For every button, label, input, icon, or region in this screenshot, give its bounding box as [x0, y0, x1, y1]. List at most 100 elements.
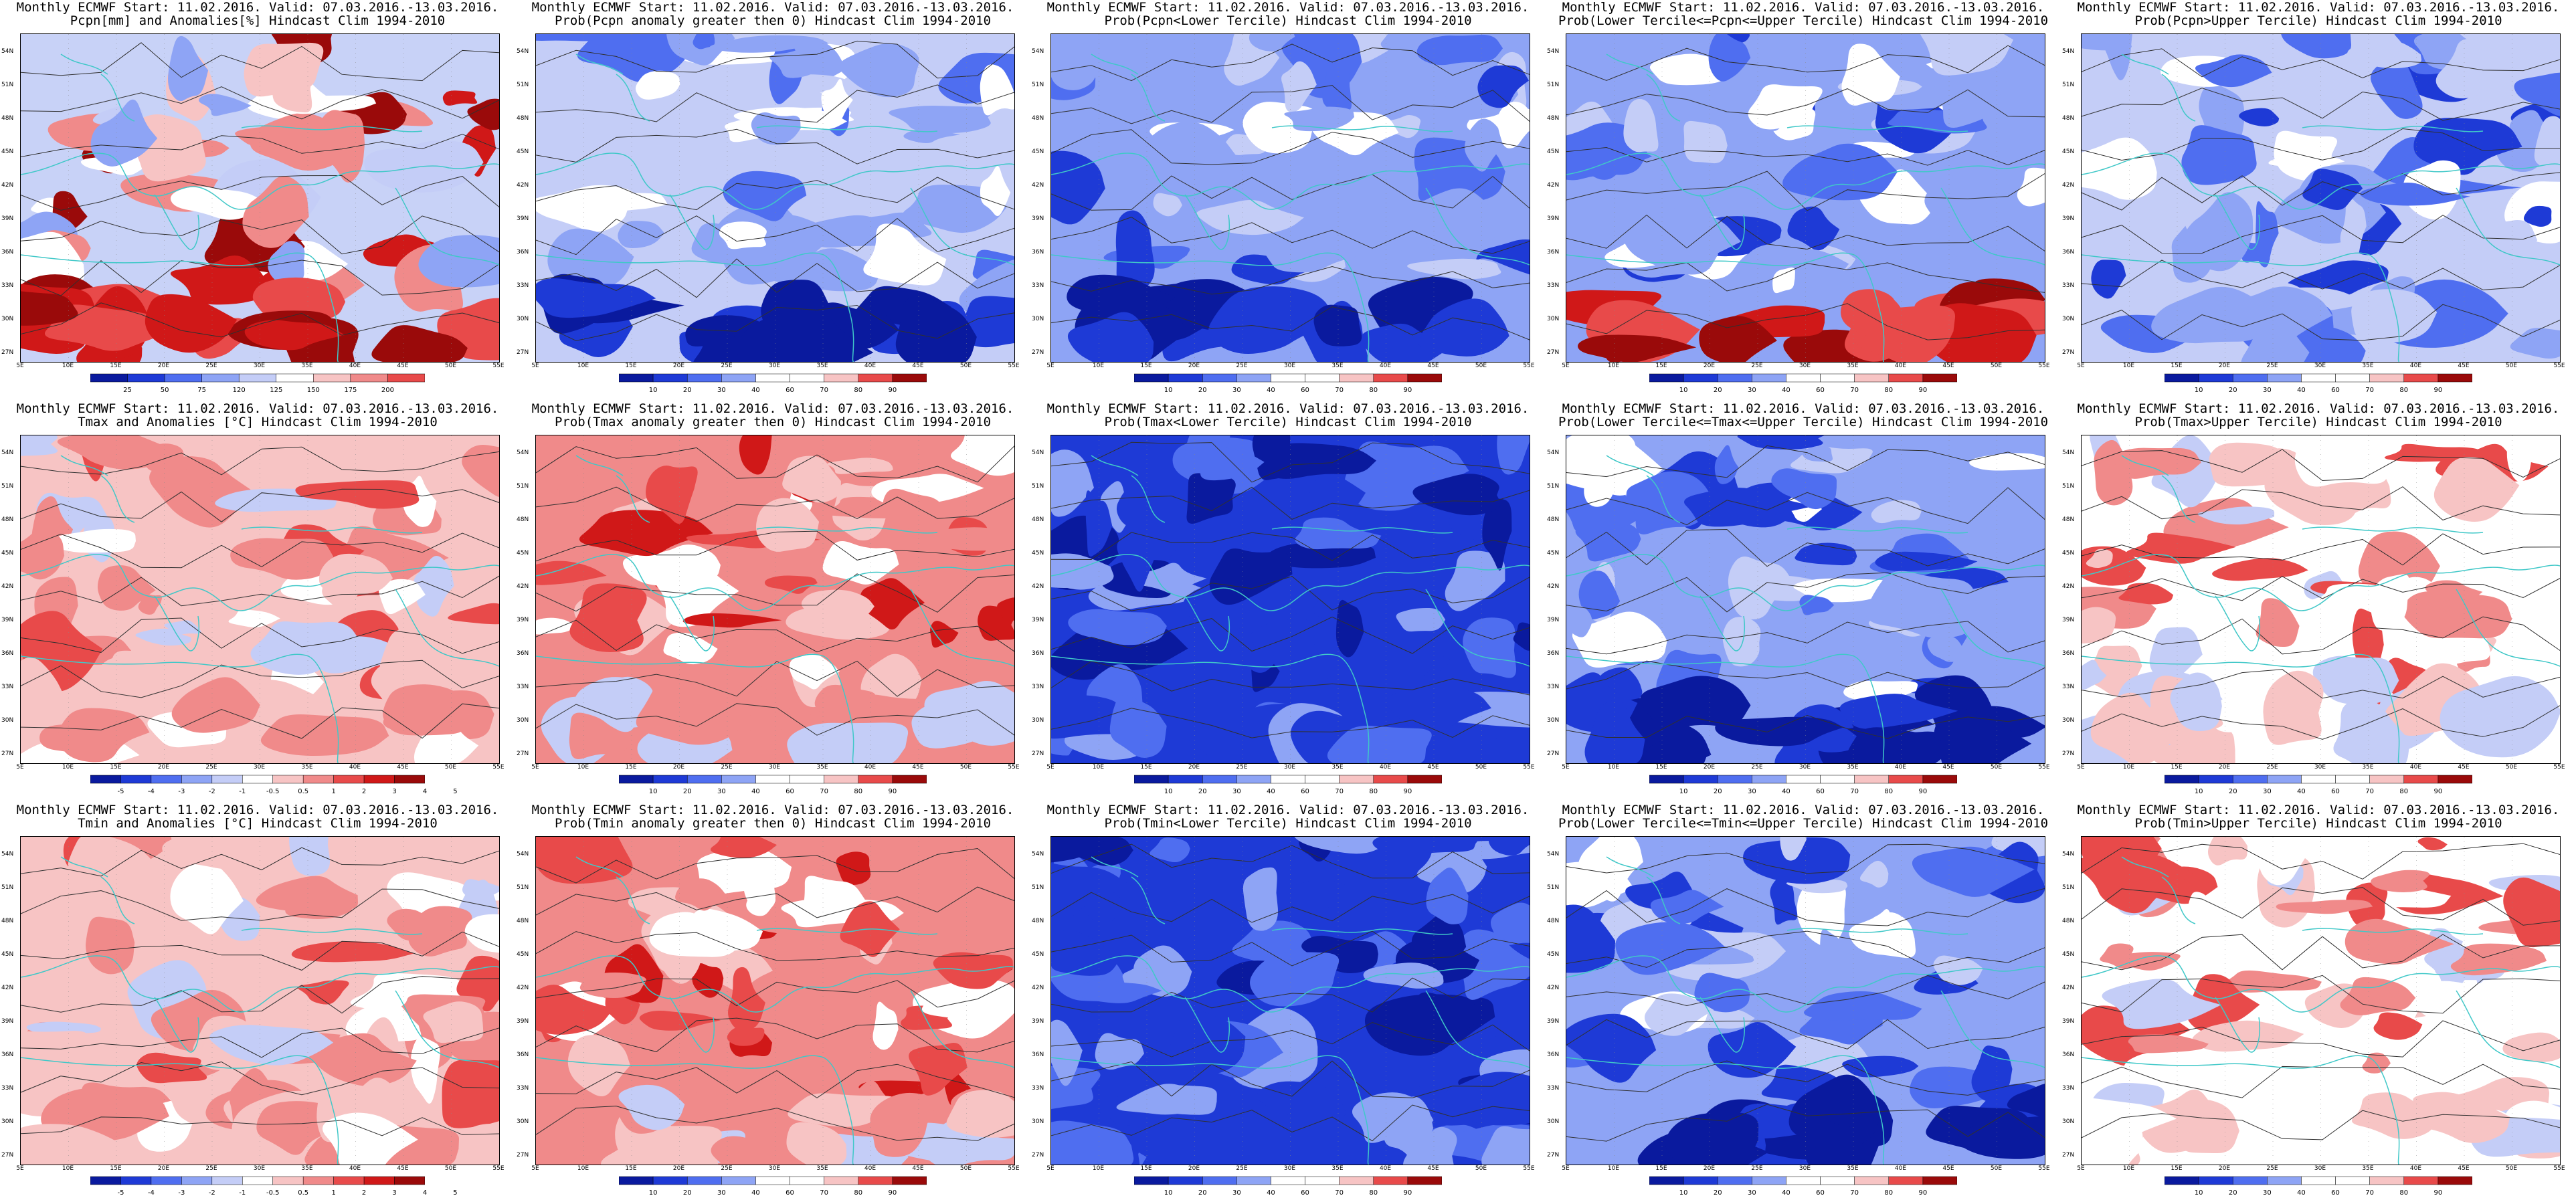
contour-line — [21, 976, 499, 1014]
colorbar-tick-label: 70 — [820, 788, 829, 795]
coastline — [756, 928, 938, 935]
latitude-label: 45N — [1032, 550, 1044, 557]
contour-line — [21, 532, 499, 569]
colorbar-tick-label: 25 — [123, 387, 132, 394]
colorbar-segment — [652, 775, 688, 784]
latitude-label: 42N — [517, 583, 529, 590]
panel-title-line2: Prob(Tmin anomaly greater then 0) Hindca… — [554, 816, 992, 831]
latitude-label: 45N — [2062, 550, 2075, 557]
latitude-label: 42N — [1547, 583, 1560, 590]
contour-line — [21, 260, 499, 296]
longitude-label: 30E — [253, 363, 266, 369]
colorbar-tick-label: 20 — [1713, 1189, 1722, 1197]
colorbar-tick-label: 70 — [820, 387, 829, 394]
colorbar-segment — [2267, 1176, 2302, 1185]
field-contour-region — [310, 1033, 417, 1087]
colorbar-segment — [755, 1176, 790, 1185]
latitude-label: 36N — [1547, 650, 1560, 657]
colorbar-tick-label: 70 — [1850, 1189, 1859, 1197]
latitude-label: 39N — [517, 617, 529, 623]
contour-line — [536, 84, 1014, 123]
coastline — [536, 153, 1014, 210]
field-contour-region — [1136, 563, 1207, 594]
field-contour-region — [2502, 1032, 2560, 1062]
colorbar-segment — [90, 373, 128, 383]
contour-line — [21, 575, 499, 607]
longitude-label: 10E — [1607, 363, 1620, 369]
forecast-map — [20, 33, 500, 363]
field-contour-region — [1051, 837, 1109, 863]
colorbar-segment — [1854, 373, 1890, 383]
colorbar-segment — [1820, 1176, 1855, 1185]
colorbar-tick-label: -1 — [239, 1189, 246, 1197]
longitude-label: 15E — [1655, 363, 1667, 369]
colorbar-tick-label: 60 — [1301, 387, 1309, 394]
colorbar-tick-label: 80 — [854, 788, 863, 795]
colorbar-tick-label: -1 — [239, 788, 246, 795]
field-contour-region — [171, 677, 260, 733]
longitude-label: 30E — [1283, 1165, 1296, 1172]
longitude-label: 15E — [2171, 363, 2183, 369]
field-contour-region — [244, 42, 324, 97]
colorbar-segment — [1339, 373, 1374, 383]
field-contour-region — [1354, 153, 1412, 209]
contour-line — [2082, 88, 2560, 121]
longitude-label: 50E — [959, 363, 972, 369]
coastline — [1566, 654, 1885, 763]
longitude-label: 15E — [625, 363, 637, 369]
contour-line — [2082, 215, 2560, 254]
latitude-label: 30N — [2062, 1118, 2075, 1125]
colorbar-segment — [1168, 775, 1203, 784]
map-panel: Monthly ECMWF Start: 11.02.2016. Valid: … — [2061, 803, 2576, 1204]
colorbar-tick-label: 80 — [1369, 1189, 1378, 1197]
field-contour-region — [1737, 435, 1825, 450]
coastline — [2302, 928, 2484, 935]
latitude-label: 48N — [1032, 516, 1044, 523]
coastline — [1271, 125, 1453, 132]
longitude-label: 45E — [1942, 764, 1954, 771]
contour-line — [1566, 660, 2045, 690]
longitude-label: 15E — [1655, 1165, 1667, 1172]
field-contour-region — [2413, 1098, 2510, 1143]
longitude-label: 45E — [2458, 363, 2470, 369]
field-contour-region — [1513, 622, 1530, 651]
contour-line — [1566, 303, 2045, 340]
forecast-map — [535, 33, 1015, 363]
longitude-label: 25E — [1751, 764, 1763, 771]
contour-line — [536, 215, 1014, 256]
field-contour-region — [567, 1035, 630, 1097]
latitude-label: 51N — [1032, 483, 1044, 490]
latitude-label: 45N — [2062, 951, 2075, 958]
coastline — [1940, 187, 2045, 266]
coastline — [2082, 252, 2400, 362]
field-contour-region — [2402, 591, 2512, 639]
colorbar-segment — [2335, 775, 2370, 784]
latitude-label: 54N — [1032, 851, 1044, 858]
field-contour-region — [819, 968, 930, 996]
field-contour-region — [1117, 521, 1155, 592]
field-contour-region — [1284, 106, 1354, 132]
longitude-label: 15E — [110, 363, 122, 369]
longitude-label: 50E — [444, 1165, 457, 1172]
colorbar-segment — [1820, 775, 1855, 784]
colorbar-segment — [824, 1176, 859, 1185]
colorbar-segment — [2198, 1176, 2233, 1185]
colorbar-tick-label: 20 — [1198, 1189, 1207, 1197]
field-contour-region — [1364, 994, 1475, 1056]
field-contour-region — [723, 171, 807, 221]
panel-title-line2: Prob(Lower Tercile<=Tmin<=Upper Tercile)… — [1558, 816, 2049, 831]
colorbar-segment — [2301, 1176, 2336, 1185]
latitude-label: 30N — [517, 316, 529, 322]
field-contour-region — [1051, 553, 1114, 590]
field-contour-region — [1859, 860, 1889, 888]
coastline — [2302, 526, 2484, 534]
longitude-label: 45E — [397, 363, 409, 369]
field-contour-region — [1644, 532, 1716, 557]
longitude-label: 25E — [721, 764, 733, 771]
field-contour-region — [2195, 54, 2272, 88]
map-panel: Monthly ECMWF Start: 11.02.2016. Valid: … — [0, 0, 515, 401]
field-contour-region — [2522, 444, 2560, 516]
contour-line — [21, 488, 499, 522]
field-contour-region — [786, 1122, 847, 1165]
